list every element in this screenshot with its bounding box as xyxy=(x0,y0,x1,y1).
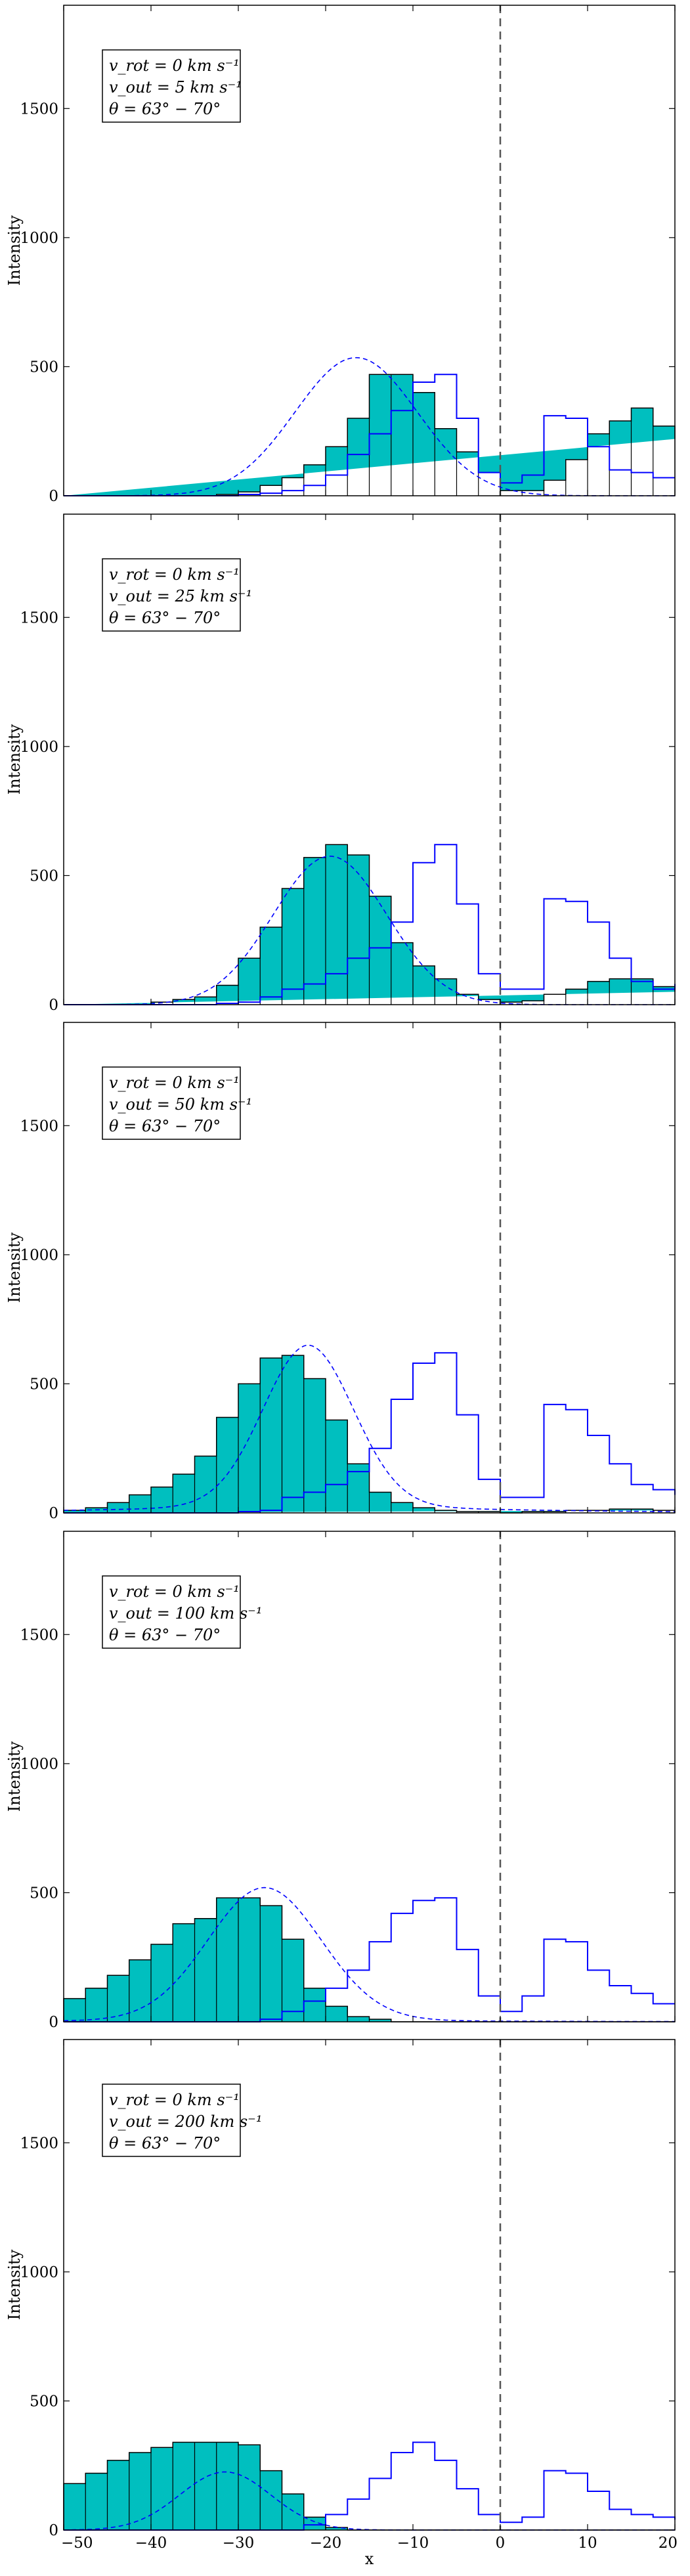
axes-frame xyxy=(63,1531,676,2022)
y-tick-label: 0 xyxy=(49,2522,58,2539)
panel-1: 0 500 1000 1500 Intensity v_rot = 0 km s⁻¹ v_o… xyxy=(5,5,676,505)
axes-frame xyxy=(63,2039,676,2531)
y-tick-label: 500 xyxy=(30,2393,58,2410)
axes-frame xyxy=(63,513,676,1005)
legend: v_rot = 0 km s⁻¹ v_out = 200 km s⁻¹ θ = 63… xyxy=(102,2084,262,2157)
legend-entry: v_out = 5 km s⁻¹ xyxy=(109,78,242,97)
legend: v_rot = 0 km s⁻¹ v_out = 50 km s⁻¹ θ = 63°… xyxy=(102,1066,252,1140)
x-tick-label: −30 xyxy=(223,2535,255,2552)
panel-3: 0 500 1000 1500 Intensity v_rot = 0 km s⁻¹ v_o… xyxy=(5,1022,676,1522)
y-tick-label: 1000 xyxy=(20,2264,58,2281)
y-tick-label: 1000 xyxy=(20,739,58,756)
legend-entry: v_rot = 0 km s⁻¹ xyxy=(109,2091,240,2109)
y-tick-label: 0 xyxy=(49,2014,58,2031)
y-axis-label: Intensity xyxy=(5,724,24,795)
legend-box xyxy=(102,1066,241,1140)
panel-2: 0 500 1000 1500 Intensity v_rot = 0 km s⁻¹ v_o… xyxy=(5,513,676,1014)
y-tick-label: 1500 xyxy=(20,100,58,118)
y-axis-label: Intensity xyxy=(5,215,24,286)
legend-entry: v_rot = 0 km s⁻¹ xyxy=(109,1583,240,1601)
legend-entry: v_out = 25 km s⁻¹ xyxy=(109,587,252,605)
y-tick-label: 1500 xyxy=(20,1626,58,1644)
y-tick-label: 1000 xyxy=(20,1247,58,1264)
x-tick-label: −20 xyxy=(310,2535,342,2552)
panel-5: 0 500 1000 1500 −50 −40 −30 −20 −10 0 10 20 Intensit… xyxy=(5,2039,678,2568)
legend-entry: θ = 63° − 70° xyxy=(109,609,221,627)
y-tick-label: 0 xyxy=(49,488,58,505)
x-axis-label: x xyxy=(365,2550,374,2568)
legend-box xyxy=(102,49,241,123)
legend-entry: v_out = 200 km s⁻¹ xyxy=(109,2112,262,2131)
x-tick-label: −50 xyxy=(61,2535,93,2552)
dashed-gaussian-curve xyxy=(64,1344,676,1512)
legend-entry: v_out = 100 km s⁻¹ xyxy=(109,1604,262,1623)
legend-entry: θ = 63° − 70° xyxy=(109,2134,221,2152)
y-tick-label: 1000 xyxy=(20,230,58,247)
y-tick-label: 0 xyxy=(49,997,58,1014)
x-tick-label: −10 xyxy=(397,2535,429,2552)
y-tick-label: 1500 xyxy=(20,2135,58,2152)
filled-histogram xyxy=(63,1355,675,1514)
y-tick-label: 500 xyxy=(30,1885,58,1902)
x-tick-label: −40 xyxy=(135,2535,167,2552)
legend-entry: θ = 63° − 70° xyxy=(109,1626,221,1644)
legend-box xyxy=(102,1575,241,1649)
y-tick-label: 500 xyxy=(30,867,58,884)
x-tick-label: 0 xyxy=(496,2535,506,2552)
legend: v_rot = 0 km s⁻¹ v_out = 25 km s⁻¹ θ = 63°… xyxy=(102,558,252,632)
legend-box xyxy=(102,2084,241,2157)
legend-entry: v_out = 50 km s⁻¹ xyxy=(109,1095,252,1114)
panel-4: 0 500 1000 1500 Intensity v_rot = 0 km s⁻¹ v_o… xyxy=(5,1531,676,2031)
axes-frame xyxy=(63,1022,676,1514)
blue-step-histogram xyxy=(64,844,676,1005)
y-tick-label: 1500 xyxy=(20,609,58,626)
x-tick-label: 20 xyxy=(658,2535,678,2552)
axes-frame xyxy=(63,5,676,496)
legend-entry: θ = 63° − 70° xyxy=(109,100,221,118)
legend-entry: θ = 63° − 70° xyxy=(109,1117,221,1135)
legend-box xyxy=(102,558,241,632)
legend: v_rot = 0 km s⁻¹ v_out = 100 km s⁻¹ θ = 63… xyxy=(102,1575,262,1649)
x-tick-label: 10 xyxy=(578,2535,597,2552)
legend: v_rot = 0 km s⁻¹ v_out = 5 km s⁻¹ θ = 63° … xyxy=(102,49,242,123)
y-axis-label: Intensity xyxy=(5,2249,24,2320)
y-axis-label: Intensity xyxy=(5,1232,24,1303)
legend-entry: v_rot = 0 km s⁻¹ xyxy=(109,1074,240,1092)
y-tick-label: 500 xyxy=(30,1376,58,1393)
y-tick-label: 0 xyxy=(49,1505,58,1522)
legend-entry: v_rot = 0 km s⁻¹ xyxy=(109,565,240,584)
y-axis-label: Intensity xyxy=(5,1741,24,1812)
legend-entry: v_rot = 0 km s⁻¹ xyxy=(109,56,240,75)
y-tick-label: 1000 xyxy=(20,1756,58,1773)
y-tick-label: 500 xyxy=(30,359,58,376)
y-tick-label: 1500 xyxy=(20,1118,58,1135)
